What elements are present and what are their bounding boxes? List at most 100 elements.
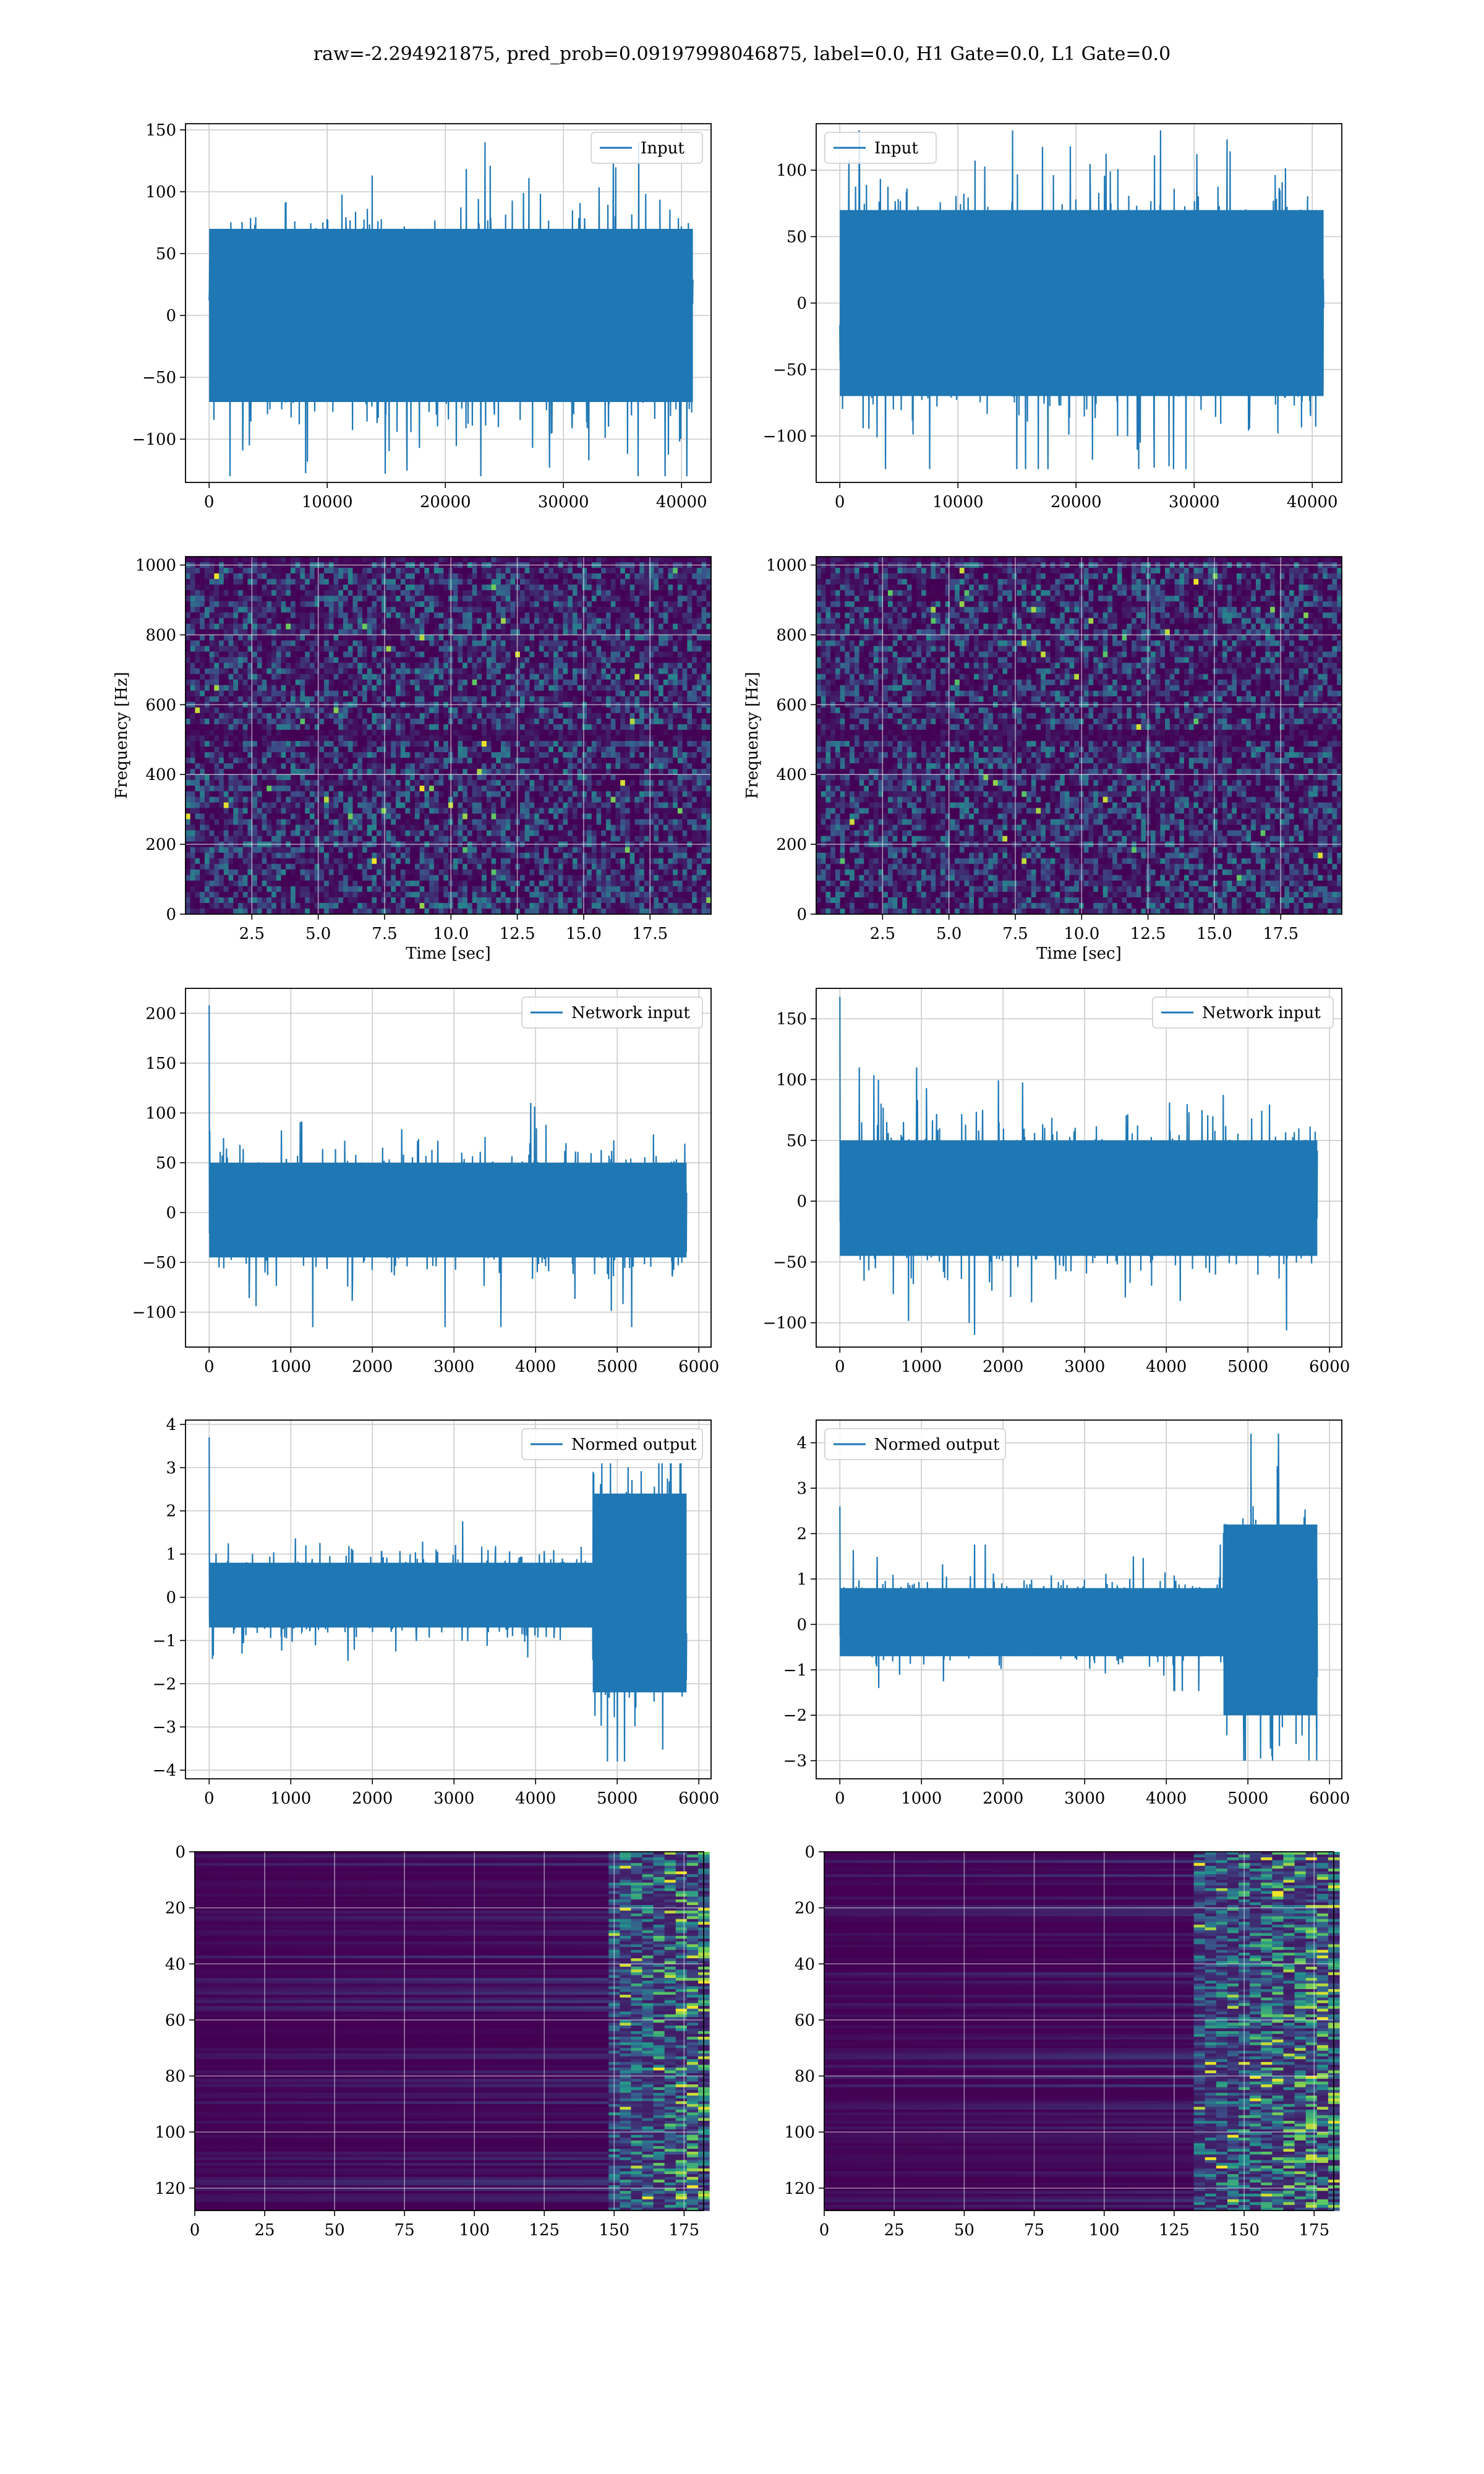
spectrogram-cell bbox=[496, 623, 501, 630]
spectrogram-cell bbox=[372, 635, 377, 641]
spectrogram-cell bbox=[314, 584, 320, 591]
spectrogram-cell bbox=[324, 618, 330, 624]
spectrogram-cell bbox=[333, 880, 339, 887]
spectrogram-cell bbox=[200, 618, 205, 624]
spectrogram-cell bbox=[391, 869, 396, 876]
spectrogram-cell bbox=[271, 707, 277, 714]
spectrogram-cell bbox=[286, 646, 291, 653]
spectrogram-cell bbox=[472, 612, 477, 618]
spectrogram-cell bbox=[539, 718, 545, 725]
spectrogram-cell bbox=[209, 897, 215, 904]
spectrogram-cell bbox=[200, 752, 205, 758]
spectrogram-cell bbox=[534, 785, 540, 792]
spectrogram-cell bbox=[228, 897, 234, 904]
spectrogram-cell bbox=[501, 763, 506, 769]
spectrogram-cell bbox=[314, 752, 320, 758]
spectrogram-cell bbox=[539, 623, 545, 630]
spectrogram-cell bbox=[424, 623, 430, 630]
spectrogram-cell bbox=[438, 685, 444, 691]
spectrogram-cell bbox=[343, 813, 349, 820]
spectrogram-cell bbox=[238, 685, 244, 691]
spectrogram-cell bbox=[377, 891, 382, 898]
spectrogram-cell bbox=[386, 596, 391, 602]
spectrogram-cell bbox=[257, 640, 263, 647]
spectrogram-cell bbox=[396, 573, 401, 580]
spectrogram-cell bbox=[472, 724, 477, 730]
spectrogram-cell bbox=[338, 629, 344, 636]
spectrogram-cell bbox=[348, 596, 354, 602]
spectrogram-cell bbox=[352, 908, 358, 915]
spectrogram-cell bbox=[453, 785, 459, 792]
spectrogram-cell bbox=[386, 601, 391, 607]
spectrogram-cell bbox=[204, 752, 210, 758]
spectrogram-cell bbox=[267, 830, 272, 837]
spectrogram-cell bbox=[477, 875, 482, 881]
spectrogram-cell bbox=[238, 707, 244, 714]
spectrogram-cell bbox=[357, 579, 363, 585]
spectrogram-cell bbox=[529, 830, 535, 837]
spectrogram-cell bbox=[443, 797, 449, 803]
spectrogram-cell bbox=[295, 830, 301, 837]
spectrogram-cell bbox=[510, 573, 516, 580]
spectrogram-cell bbox=[486, 679, 492, 686]
spectrogram-cell bbox=[257, 707, 263, 714]
spectrogram-cell bbox=[386, 668, 391, 675]
spectrogram-cell bbox=[257, 729, 263, 736]
spectrogram-cell bbox=[367, 908, 372, 915]
spectrogram-cell bbox=[262, 724, 267, 730]
spectrogram-cell bbox=[534, 897, 540, 904]
spectrogram-cell bbox=[228, 657, 234, 664]
spectrogram-cell bbox=[343, 836, 349, 842]
spectrogram-cell bbox=[433, 880, 440, 887]
spectrogram-cell bbox=[333, 596, 339, 602]
spectrogram-cell bbox=[305, 607, 310, 613]
spectrogram-cell bbox=[496, 685, 501, 691]
spectrogram-cell bbox=[328, 557, 335, 563]
spectrogram-cell bbox=[348, 629, 354, 636]
spectrogram-cell bbox=[539, 780, 545, 786]
spectrogram-cell bbox=[438, 797, 444, 803]
spectrogram-cell bbox=[433, 797, 440, 803]
spectrogram-cell bbox=[314, 747, 320, 753]
spectrogram-cell bbox=[524, 880, 530, 887]
spectrogram-cell bbox=[247, 797, 253, 803]
spectrogram-cell bbox=[524, 802, 530, 809]
spectrogram-cell bbox=[529, 607, 535, 613]
spectrogram-cell bbox=[410, 724, 416, 730]
spectrogram-cell bbox=[405, 662, 411, 669]
spectrogram-cell bbox=[529, 769, 535, 775]
spectrogram-cell bbox=[186, 747, 191, 753]
spectrogram-cell bbox=[410, 875, 416, 881]
spectrogram-cell bbox=[291, 808, 296, 815]
spectrogram-cell bbox=[419, 774, 425, 781]
spectrogram-cell bbox=[262, 797, 267, 803]
spectrogram-cell bbox=[501, 735, 506, 742]
spectrogram-cell bbox=[219, 747, 224, 753]
spectrogram-cell bbox=[453, 573, 459, 580]
spectrogram-cell bbox=[510, 891, 516, 898]
spectrogram-cell bbox=[228, 696, 234, 703]
spectrogram-cell bbox=[286, 875, 291, 881]
spectrogram-cell bbox=[367, 579, 372, 585]
spectrogram-cell bbox=[410, 791, 416, 797]
spectrogram-cell bbox=[453, 758, 459, 764]
spectrogram-cell bbox=[247, 557, 253, 563]
spectrogram-cell bbox=[348, 769, 354, 775]
spectrogram-cell bbox=[333, 852, 339, 859]
spectrogram-cell bbox=[305, 774, 310, 781]
spectrogram-cell bbox=[314, 902, 320, 909]
spectrogram-cell bbox=[295, 601, 301, 607]
spectrogram-cell bbox=[214, 774, 220, 781]
spectrogram-cell bbox=[419, 590, 425, 596]
spectrogram-cell bbox=[262, 596, 267, 602]
spectrogram-cell bbox=[204, 729, 210, 736]
spectrogram-cell bbox=[343, 674, 349, 680]
spectrogram-cell bbox=[223, 886, 229, 892]
spectrogram-cell bbox=[242, 685, 249, 691]
spectrogram-cell bbox=[548, 657, 554, 664]
spectrogram-cell bbox=[534, 690, 540, 697]
spectrogram-cell bbox=[419, 618, 425, 624]
spectrogram-cell bbox=[386, 713, 391, 719]
spectrogram-cell bbox=[534, 847, 540, 854]
spectrogram-cell bbox=[386, 752, 391, 758]
